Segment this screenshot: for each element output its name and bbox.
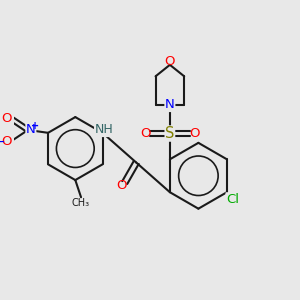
Text: O: O <box>1 112 12 125</box>
Text: CH₃: CH₃ <box>72 198 90 208</box>
Text: O: O <box>116 179 127 192</box>
Text: O: O <box>140 127 151 140</box>
Text: Cl: Cl <box>226 193 239 206</box>
Text: N: N <box>26 124 36 136</box>
Text: O: O <box>165 56 175 68</box>
Text: NH: NH <box>94 124 113 136</box>
Text: O: O <box>1 135 12 148</box>
Text: N: N <box>165 98 175 111</box>
Text: O: O <box>189 127 200 140</box>
Text: +: + <box>31 121 39 131</box>
Text: S: S <box>165 126 175 141</box>
Text: −: − <box>0 136 5 146</box>
